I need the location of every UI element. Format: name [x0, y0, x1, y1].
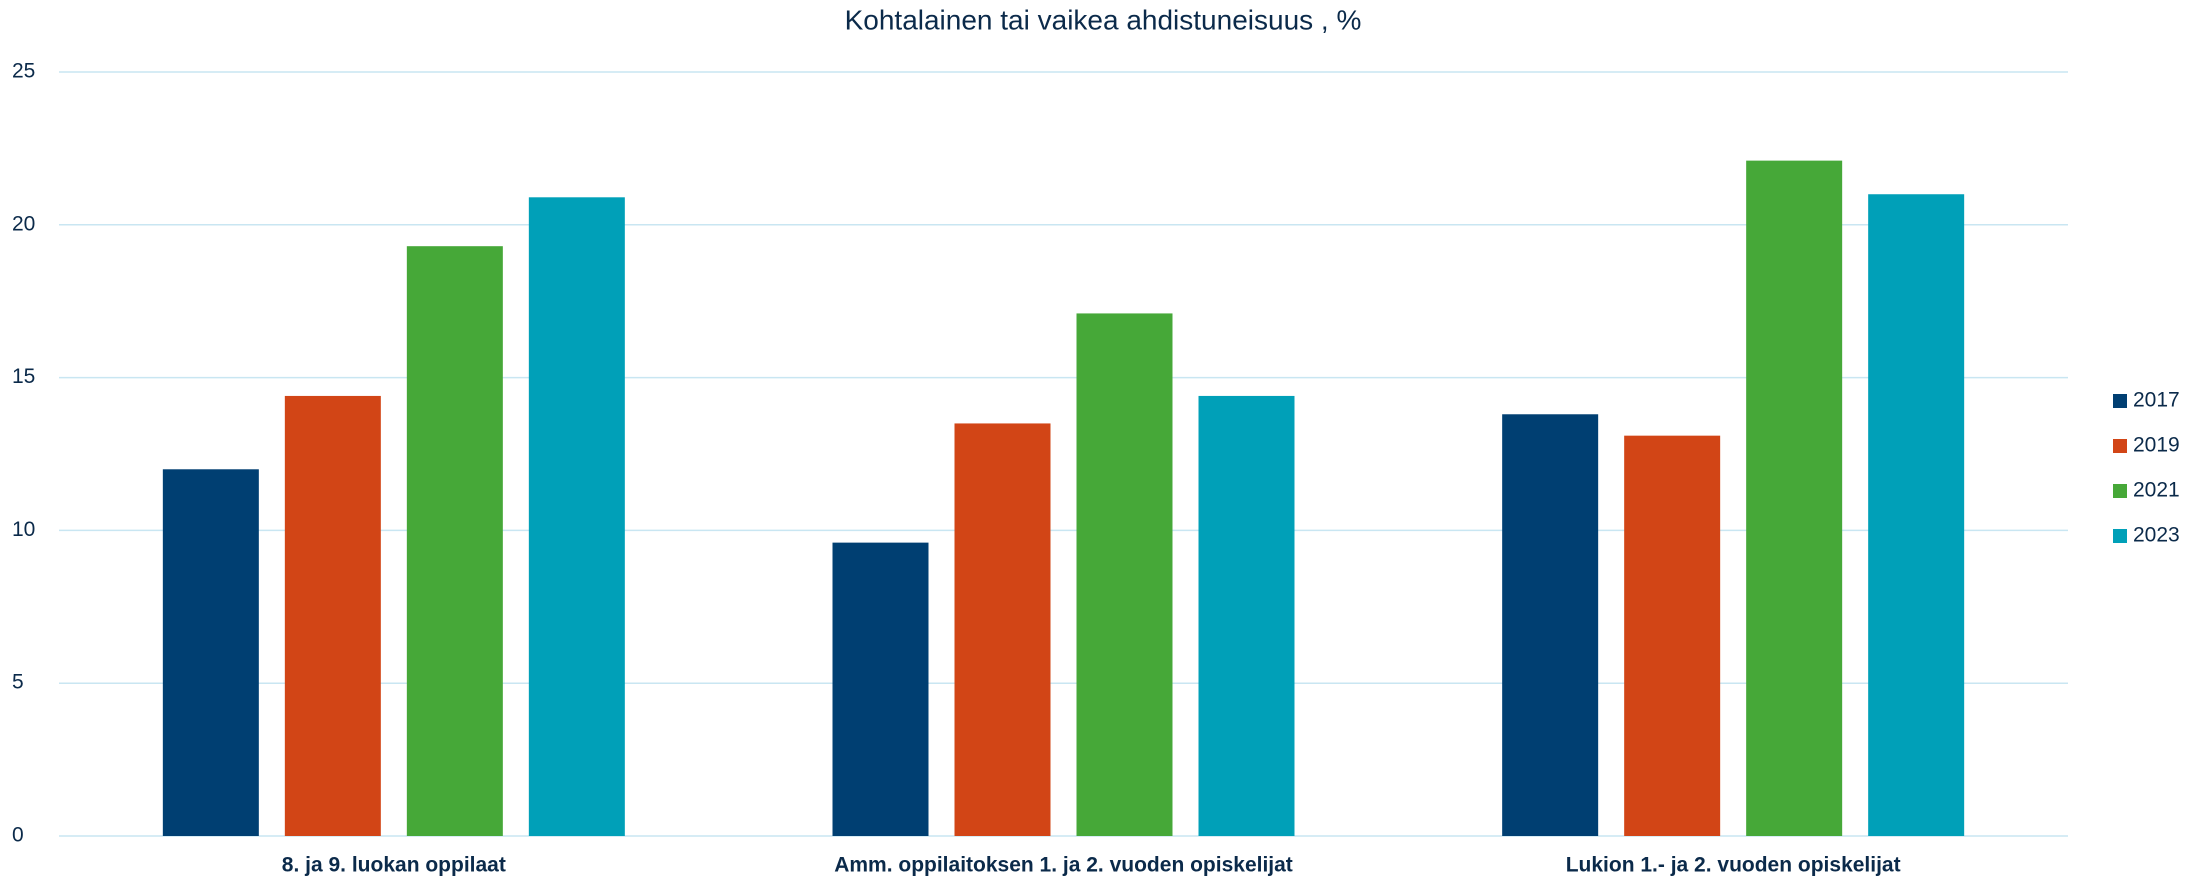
y-tick-label: 20 — [12, 212, 35, 235]
y-tick-label: 15 — [12, 365, 35, 388]
legend-swatch — [2113, 484, 2127, 498]
bar — [406, 246, 503, 836]
bar — [1076, 313, 1173, 836]
legend-swatch — [2113, 439, 2127, 453]
legend-label: 2017 — [2133, 389, 2180, 412]
legend-label: 2023 — [2133, 524, 2180, 547]
bar — [1624, 435, 1721, 836]
bar — [284, 395, 381, 836]
y-tick-label: 5 — [12, 671, 24, 694]
legend-swatch — [2113, 529, 2127, 543]
bar — [954, 423, 1051, 836]
bar — [1502, 414, 1599, 836]
bar — [1198, 395, 1295, 836]
x-tick-label: Amm. oppilaitoksen 1. ja 2. vuoden opisk… — [834, 854, 1293, 877]
x-tick-label: 8. ja 9. luokan oppilaat — [282, 854, 506, 877]
legend-label: 2021 — [2133, 479, 2180, 502]
y-tick-label: 10 — [12, 518, 35, 541]
bar — [1746, 160, 1843, 836]
chart-title: Kohtalainen tai vaikea ahdistuneisuus , … — [845, 4, 1362, 35]
bar — [832, 542, 929, 836]
y-tick-label: 25 — [12, 60, 35, 83]
legend-label: 2019 — [2133, 434, 2180, 457]
y-tick-label: 0 — [12, 824, 24, 847]
x-tick-label: Lukion 1.- ja 2. vuoden opiskelijat — [1566, 854, 1901, 877]
bar — [528, 197, 625, 836]
bar — [162, 469, 259, 836]
bar — [1868, 194, 1965, 837]
legend-swatch — [2113, 394, 2127, 408]
